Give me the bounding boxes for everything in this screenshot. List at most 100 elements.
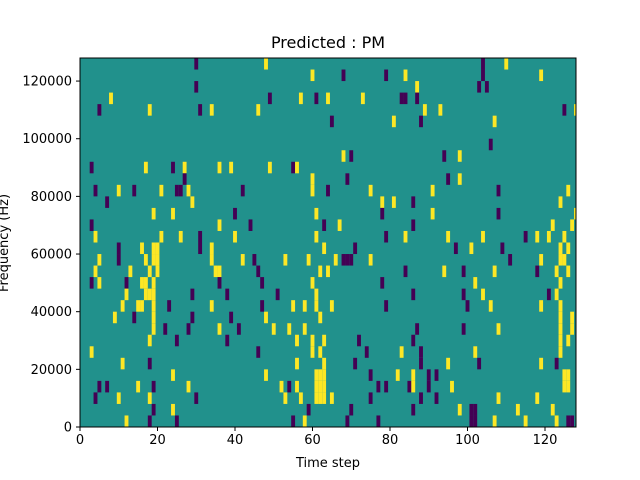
x-tick-label: 20 <box>149 433 166 448</box>
heatmap-cell <box>322 219 327 231</box>
y-tick-label: 120000 <box>22 75 72 90</box>
heatmap-cell <box>411 369 416 381</box>
heatmap-cell <box>174 184 179 197</box>
heatmap-cell <box>496 184 501 197</box>
heatmap-cell <box>140 242 144 255</box>
heatmap-cell <box>554 288 559 301</box>
heatmap-cell <box>384 300 389 312</box>
heatmap-cell <box>570 323 575 335</box>
heatmap-cell <box>151 277 156 289</box>
heatmap-cell <box>182 161 187 174</box>
heatmap-cell <box>558 323 563 335</box>
heatmap-cell <box>558 300 563 312</box>
heatmap-cell <box>539 357 544 370</box>
heatmap-cell <box>465 300 470 312</box>
heatmap-cell <box>147 104 152 116</box>
heatmap-cell <box>349 254 354 266</box>
heatmap-cell <box>434 369 439 381</box>
heatmap-cell <box>566 184 571 197</box>
heatmap-cell <box>159 230 164 243</box>
chart-title: Predicted : PM <box>271 33 385 52</box>
y-tick-label: 80000 <box>31 190 72 205</box>
y-axis-label: Frequency (Hz) <box>0 194 12 292</box>
y-tick-label: 20000 <box>31 363 72 378</box>
heatmap-cell <box>376 380 381 393</box>
heatmap-cell <box>481 288 485 301</box>
heatmap-cell <box>438 104 443 116</box>
x-axis: 0 20 40 60 80 100 120 <box>76 427 557 448</box>
heatmap-cell <box>442 150 447 162</box>
heatmap-cell <box>554 265 559 278</box>
heatmap-cell <box>198 242 203 255</box>
heatmap-cell <box>171 369 175 381</box>
heatmap-cell <box>574 207 576 220</box>
heatmap-cell <box>399 92 404 105</box>
heatmap-cell <box>283 254 288 266</box>
heatmap-cell <box>473 403 478 416</box>
heatmap-cell <box>461 265 466 278</box>
heatmap-cell <box>322 380 327 393</box>
heatmap-cell <box>357 334 361 347</box>
heatmap-cell <box>248 219 253 231</box>
heatmap-cell <box>364 346 369 358</box>
heatmap-cell <box>446 230 451 243</box>
x-tick-label: 0 <box>76 433 84 448</box>
heatmap-cell <box>112 311 117 324</box>
heatmap-cell <box>93 184 98 197</box>
heatmap-cell <box>174 415 179 427</box>
heatmap-cell <box>306 403 311 416</box>
heatmap-cell <box>267 92 272 105</box>
heatmap-cell <box>322 242 327 255</box>
plot-frame <box>79 57 577 428</box>
heatmap-cell <box>496 207 501 220</box>
heatmap-cell <box>190 311 195 324</box>
heatmap-cell <box>546 288 551 301</box>
heatmap-cell <box>151 403 156 416</box>
heatmap-cell <box>143 288 148 301</box>
heatmap-cell <box>147 392 152 404</box>
heatmap-cell <box>209 242 214 255</box>
y-axis: 0 20000 40000 60000 80000 100000 120000 <box>22 75 80 436</box>
heatmap-cell <box>143 254 148 266</box>
heatmap-cell <box>116 392 121 404</box>
heatmap-cell <box>492 415 497 427</box>
heatmap-cell <box>562 254 567 266</box>
heatmap-cell <box>380 196 385 208</box>
heatmap-cell <box>295 380 299 393</box>
x-axis-label: Time step <box>295 456 360 471</box>
heatmap-cell <box>318 311 323 324</box>
heatmap-cell <box>291 300 296 312</box>
heatmap-cell <box>306 254 311 266</box>
heatmap-cell <box>461 323 466 335</box>
heatmap-cell <box>151 380 156 393</box>
heatmap-cell <box>271 323 276 335</box>
heatmap-cell <box>508 254 513 266</box>
heatmap-cell <box>116 242 121 255</box>
heatmap-cell <box>116 184 121 197</box>
heatmap-cell <box>124 415 129 427</box>
heatmap-cell <box>302 300 307 312</box>
heatmap-cell <box>314 207 319 220</box>
heatmap-cell <box>264 311 268 324</box>
heatmap-cell <box>143 277 148 289</box>
x-tick-label: 60 <box>304 433 321 448</box>
heatmap-cell <box>287 323 292 335</box>
heatmap-cell <box>229 161 234 174</box>
x-tick-label: 100 <box>455 433 480 448</box>
x-tick-label: 40 <box>227 433 244 448</box>
heatmap-cell <box>89 161 94 174</box>
heatmap-cell <box>93 265 98 278</box>
heatmap-cell <box>380 277 385 289</box>
heatmap-cell <box>140 300 144 312</box>
heatmap-cell <box>345 254 350 266</box>
heatmap-cell <box>562 104 567 116</box>
heatmap-cell <box>368 369 373 381</box>
heatmap-cell <box>318 346 323 358</box>
heatmap-cell <box>190 288 195 301</box>
heatmap-cell <box>167 300 172 312</box>
heatmap-cell <box>484 81 489 93</box>
heatmap-cell <box>496 323 501 335</box>
heatmap-cell <box>566 334 571 347</box>
plot-area <box>79 57 577 428</box>
heatmap-cell <box>411 403 416 416</box>
